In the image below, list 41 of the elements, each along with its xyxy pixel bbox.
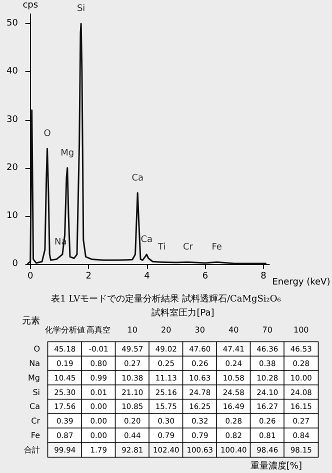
y-tick-label: 40 — [6, 66, 18, 77]
text: 重量濃度[%] — [250, 460, 302, 472]
y-tick-label: Mg — [28, 373, 40, 382]
x-tick-label: 100 — [293, 326, 309, 334]
annotation: Ca — [140, 234, 153, 245]
y-tick-label: Na — [29, 359, 40, 368]
chart-title: 表1 LVモードでの定量分析結果 試料透輝石/CaMgSi₂O₆ — [51, 294, 282, 304]
x-axis-title: Energy (keV) — [272, 278, 330, 288]
x-tick-label: 6 — [202, 272, 208, 282]
y-tick-label: 合計 — [24, 445, 40, 454]
annotation: Ca — [132, 173, 144, 184]
x-tick-label: 化学分析値 — [44, 326, 85, 334]
annotation: Si — [76, 4, 86, 14]
x-tick-label: 70 — [262, 326, 272, 334]
line-series — [26, 22, 268, 265]
y-axis-title: cps — [22, 0, 38, 10]
x-tick-label: 4 — [144, 272, 150, 282]
y-tick-label: Ca — [30, 402, 40, 412]
x-axis-title: 試料室圧力[Pa] — [152, 308, 214, 318]
x-tick-label: 30 — [194, 326, 205, 334]
y-tick-label: 50 — [6, 18, 18, 29]
x-tick-label: 8 — [260, 272, 267, 282]
x-tick-label: 20 — [161, 326, 172, 334]
y-tick-label: O — [34, 344, 40, 354]
x-tick-label: 2 — [86, 272, 92, 282]
x-tick-label: 高真空 — [86, 326, 111, 334]
annotation: O — [44, 129, 51, 140]
annotation: Mg — [60, 148, 74, 158]
y-tick-label: 30 — [6, 114, 18, 125]
annotation: Cr — [183, 242, 194, 253]
y-tick-label: Cr — [31, 416, 41, 426]
annotation: Ti — [156, 242, 166, 253]
x-tick-label: 40 — [228, 326, 239, 334]
annotation: Fe — [212, 242, 222, 253]
y-axis-title: 元素 — [22, 316, 40, 327]
y-tick-label: 10 — [6, 210, 18, 221]
y-tick-label: 20 — [6, 162, 18, 173]
y-tick-label: 0 — [12, 259, 18, 269]
x-tick-label: 10 — [127, 326, 138, 334]
y-tick-label: Fe — [30, 430, 40, 440]
y-tick-label: Si — [32, 388, 40, 397]
